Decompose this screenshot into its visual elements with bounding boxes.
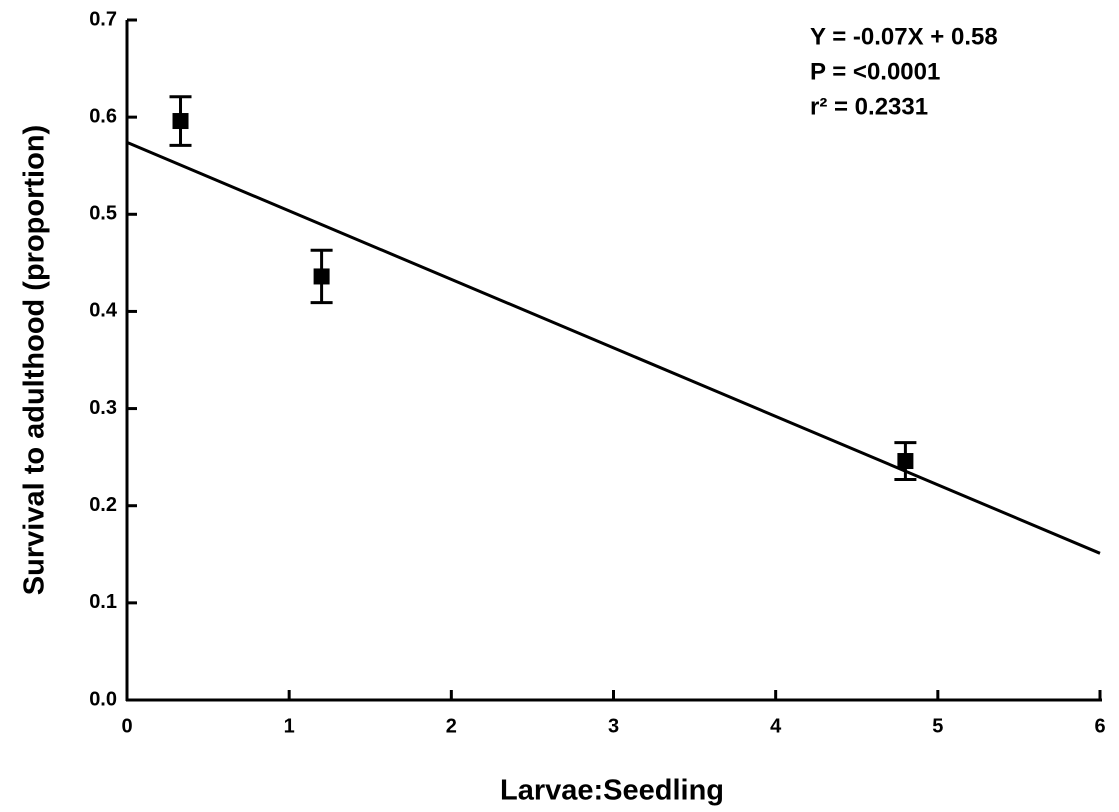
y-tick-label: 0.2 [89, 494, 117, 516]
y-tick-label: 0.7 [89, 8, 117, 30]
equation: Y = -0.07X + 0.58 [810, 23, 998, 50]
x-tick-label: 4 [770, 715, 782, 737]
y-tick-label: 0.3 [89, 397, 117, 419]
x-tick-label: 1 [284, 715, 295, 737]
x-tick-label: 0 [121, 715, 132, 737]
y-tick-label: 0.4 [89, 300, 118, 322]
x-tick-label: 6 [1094, 715, 1105, 737]
point [897, 453, 914, 470]
point [313, 268, 330, 285]
x-tick-label: 2 [446, 715, 457, 737]
p-value: P = <0.0001 [810, 58, 940, 85]
regression-line [126, 141, 1101, 555]
y-tick-label: 0.0 [89, 688, 117, 710]
x-axis-title: Larvae:Seedling [500, 775, 724, 807]
y-axis-title: Survival to adulthood (proportion) [19, 125, 51, 595]
y-tick-label: 0.1 [89, 591, 117, 613]
r-squared: r² = 0.2331 [810, 93, 928, 120]
x-tick-label: 5 [932, 715, 943, 737]
point [172, 113, 189, 130]
y-tick-label: 0.5 [89, 203, 117, 225]
x-tick-label: 3 [608, 715, 619, 737]
y-tick-label: 0.6 [89, 105, 117, 127]
